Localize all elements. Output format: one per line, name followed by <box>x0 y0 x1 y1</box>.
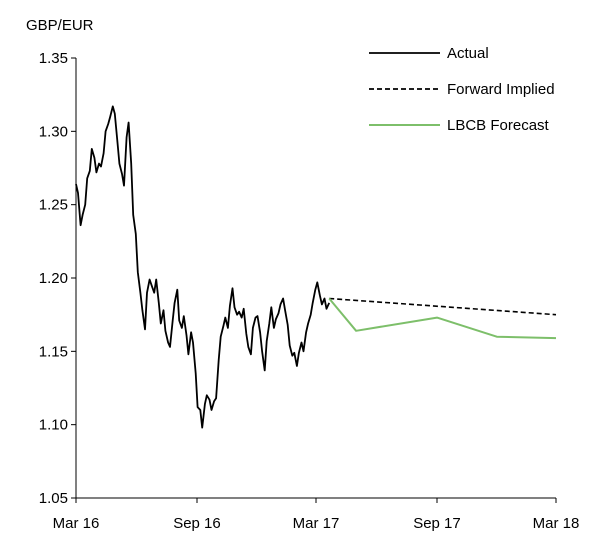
y-axis-title: GBP/EUR <box>26 17 94 34</box>
legend: Actual Forward Implied LBCB Forecast <box>369 45 555 134</box>
series-lbcb-forecast <box>328 297 557 340</box>
series-forward-implied <box>329 297 557 316</box>
y-tick-label: 1.25 <box>39 197 68 214</box>
legend-label-forward-implied: Forward Implied <box>447 81 555 98</box>
x-axis: Mar 16 Sep 16 Mar 17 Sep 17 Mar 18 <box>53 497 580 532</box>
series-layer <box>75 105 557 429</box>
y-tick-label: 1.10 <box>39 417 68 434</box>
y-tick-label: 1.15 <box>39 343 68 360</box>
legend-label-actual: Actual <box>447 45 489 62</box>
y-tick-label: 1.30 <box>39 123 68 140</box>
y-tick-label: 1.05 <box>39 490 68 507</box>
x-tick-label: Mar 16 <box>53 515 100 532</box>
x-tick-label: Mar 17 <box>293 515 340 532</box>
x-tick-label: Sep 17 <box>413 515 461 532</box>
x-tick-label: Mar 18 <box>533 515 580 532</box>
y-tick-label: 1.35 <box>39 50 68 67</box>
x-tick-label: Sep 16 <box>173 515 221 532</box>
y-axis: 1.05 1.10 1.15 1.20 1.25 1.30 1.35 <box>39 50 77 507</box>
legend-label-lbcb-forecast: LBCB Forecast <box>447 117 550 134</box>
series-actual <box>75 105 331 429</box>
y-tick-label: 1.20 <box>39 270 68 287</box>
